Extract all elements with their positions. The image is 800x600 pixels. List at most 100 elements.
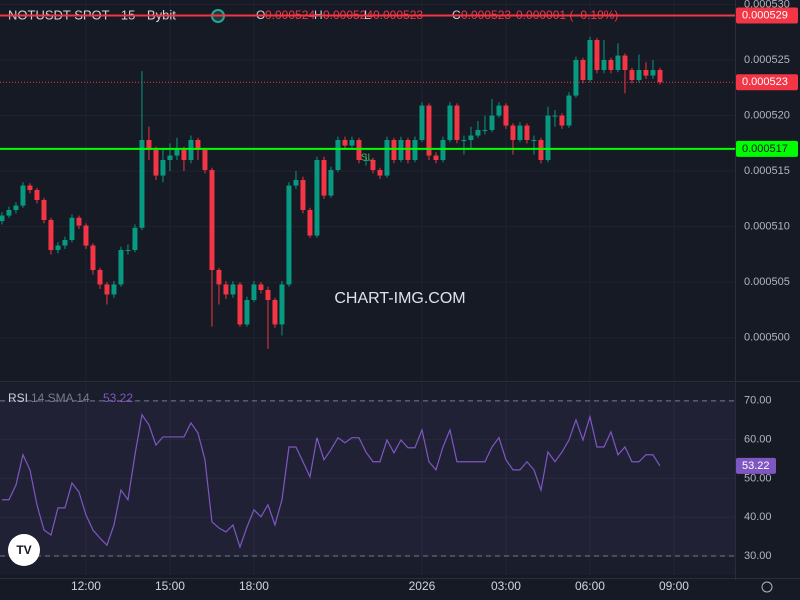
candle-body (153, 150, 159, 176)
candle-body (433, 155, 439, 160)
candle-body (503, 105, 509, 126)
y-tick-label: 50.00 (744, 472, 772, 484)
annotation: SL (361, 153, 374, 164)
level-label-box (736, 7, 798, 24)
x-tick-label: 09:00 (659, 579, 689, 593)
candle-body (615, 55, 621, 70)
candle-body (468, 135, 474, 140)
candle-body (552, 115, 558, 117)
candle-body (657, 70, 663, 83)
candle-body (349, 140, 355, 146)
candle-body (356, 140, 362, 160)
candle-body (370, 160, 376, 170)
candle-body (258, 284, 264, 290)
candle-body (69, 217, 75, 240)
candle-body (286, 185, 292, 285)
candle-body (104, 284, 110, 295)
y-tick-label: 70.00 (744, 395, 772, 407)
rsi-value: 53.22 (103, 391, 133, 405)
candle-body (608, 60, 614, 70)
candle-body (538, 140, 544, 160)
candle-body (20, 185, 26, 206)
candle-body (0, 215, 5, 222)
x-tick-label: 03:00 (491, 579, 521, 593)
candle-body (251, 284, 257, 300)
candle-body (223, 284, 229, 295)
y-tick-label: 30.00 (744, 550, 772, 562)
candle-body (384, 140, 390, 176)
candle-body (377, 170, 383, 176)
candle-body (132, 227, 138, 250)
candle-body (13, 205, 19, 210)
candle-body (188, 140, 194, 160)
candle-body (6, 210, 12, 216)
rsi-title: RSI (8, 391, 28, 405)
candle-body (531, 140, 537, 141)
candle-body (412, 140, 418, 160)
candle-body (643, 70, 649, 76)
candle-body (559, 115, 565, 126)
candle-body (293, 180, 299, 186)
candle-body (265, 290, 271, 300)
candle-body (524, 125, 530, 140)
y-tick-label: 0.000515 (744, 165, 790, 177)
rsi-value-box (736, 457, 776, 474)
last-price-label-box (736, 74, 798, 91)
candle-body (125, 250, 131, 251)
candle-body (202, 150, 208, 170)
candle-body (279, 284, 285, 325)
rsi-line (1, 413, 661, 549)
candle-body (496, 105, 502, 116)
rsi-params: 14 SMA 14 (31, 391, 90, 405)
candle-body (426, 105, 432, 156)
candle-body (594, 40, 600, 70)
candle-body (461, 140, 467, 141)
y-tick-label: 0.000505 (744, 276, 790, 288)
candle-body (629, 70, 635, 80)
candle-body (321, 160, 327, 196)
y-tick-label: 0.000500 (744, 332, 790, 344)
y-tick-label: 60.00 (744, 434, 772, 446)
candle-body (83, 225, 89, 246)
x-tick-label: 15:00 (155, 579, 185, 593)
y-tick-label: 40.00 (744, 511, 772, 523)
settings-icon[interactable] (761, 581, 773, 593)
candle-body (454, 105, 460, 140)
candle-body (566, 95, 572, 126)
last-price-label: 0.000523 (742, 76, 788, 88)
candle-body (237, 284, 243, 325)
candle-body (489, 115, 495, 130)
x-tick-label: 12:00 (71, 579, 101, 593)
candle-body (587, 40, 593, 80)
candle-body (335, 140, 341, 170)
candle-body (90, 245, 96, 270)
candle-body (62, 240, 68, 246)
candle-body (545, 115, 551, 160)
candle-body (475, 130, 481, 136)
candle-body (195, 140, 201, 150)
rsi-band (0, 400, 735, 556)
candle-body (482, 130, 488, 131)
candle-body (111, 284, 117, 295)
candle-body (314, 160, 320, 236)
candle-body (174, 150, 180, 156)
y-tick-label: 0.000530 (744, 0, 790, 10)
tv-logo: TV (8, 534, 40, 566)
candle-body (440, 140, 446, 160)
candle-body (636, 70, 642, 80)
candle-body (160, 160, 166, 176)
candle-body (405, 140, 411, 160)
candle-body (181, 150, 187, 160)
y-tick-label: 0.000520 (744, 109, 790, 121)
x-tick-label: 18:00 (239, 579, 269, 593)
candle-body (97, 270, 103, 285)
candle-body (328, 170, 334, 196)
level-label: 0.000529 (742, 9, 788, 21)
candle-body (34, 190, 40, 200)
candle-body (601, 60, 607, 70)
candle-body (650, 70, 656, 76)
watermark: CHART-IMG.COM (334, 290, 465, 307)
candle-body (146, 140, 152, 150)
candle-body (209, 170, 215, 270)
